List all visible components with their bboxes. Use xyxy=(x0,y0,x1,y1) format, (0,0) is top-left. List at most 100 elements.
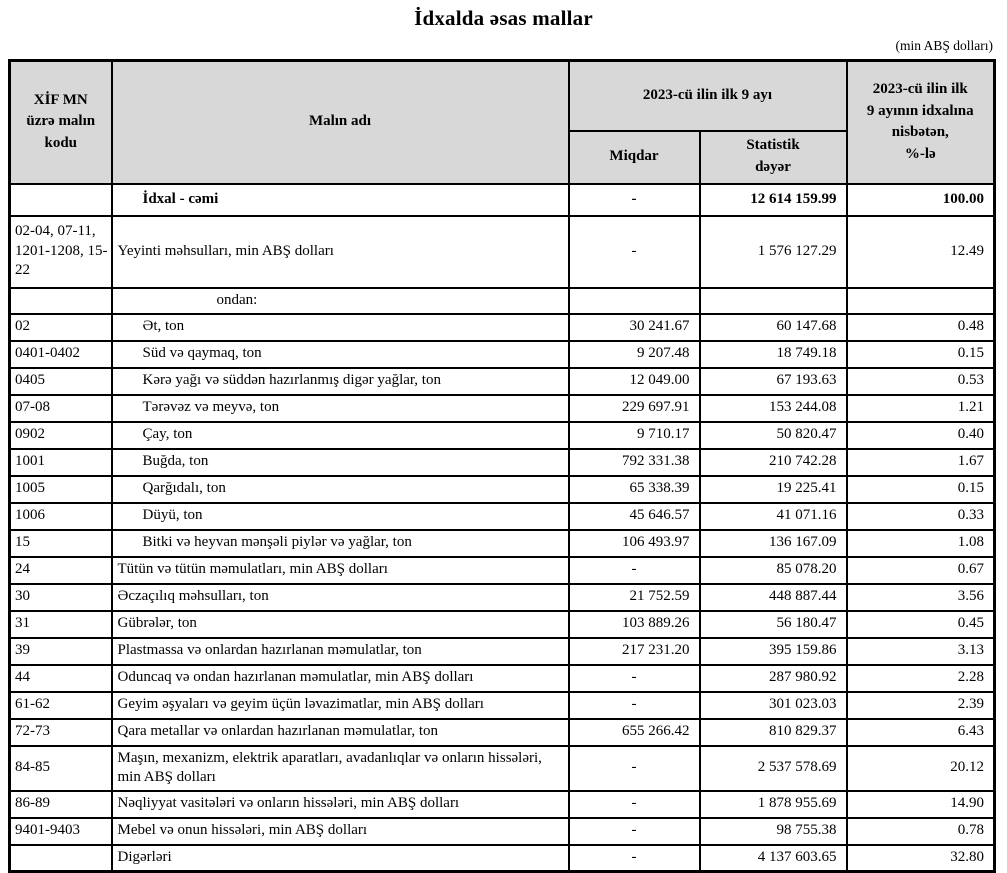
name-cell: Nəqliyyat vasitələri və onların hissələr… xyxy=(110,789,570,819)
quantity-cell: - xyxy=(567,816,701,846)
name-cell: Gübrələr, ton xyxy=(110,609,570,639)
name-cell: Bitki və heyvan mənşəli piylər və yağlar… xyxy=(110,528,570,558)
quantity-cell: - xyxy=(567,182,701,217)
name-cell: Süd və qaymaq, ton xyxy=(110,339,570,369)
share-cell: 0.33 xyxy=(845,501,996,531)
quantity-cell: - xyxy=(567,690,701,720)
quantity-cell: 21 752.59 xyxy=(567,582,701,612)
value-cell: 210 742.28 xyxy=(698,447,848,477)
code-cell xyxy=(8,843,113,873)
code-cell: 0405 xyxy=(8,366,113,396)
share-cell: 2.28 xyxy=(845,663,996,693)
share-cell: 2.39 xyxy=(845,690,996,720)
quantity-cell: - xyxy=(567,789,701,819)
share-cell: 0.78 xyxy=(845,816,996,846)
share-cell: 6.43 xyxy=(845,717,996,747)
name-cell: Qara metallar və onlardan hazırlanan məm… xyxy=(110,717,570,747)
table-row: 39 Plastmassa və onlardan hazırlanan məmu… xyxy=(8,636,996,666)
value-cell: 136 167.09 xyxy=(698,528,848,558)
quantity-cell: - xyxy=(567,744,701,792)
code-cell: 72-73 xyxy=(8,717,113,747)
value-cell: 448 887.44 xyxy=(698,582,848,612)
quantity-cell: 12 049.00 xyxy=(567,366,701,396)
table-row: 02 Ət, ton 30 241.67 60 147.68 0.48 xyxy=(8,312,996,342)
code-cell: 1006 xyxy=(8,501,113,531)
col-header-share: 2023-cü ilin ilk 9 ayının idxalına nisbə… xyxy=(845,59,996,185)
quantity-cell: - xyxy=(567,214,701,289)
table-row: 30 Əczaçılıq məhsulları, ton 21 752.59 448 … xyxy=(8,582,996,612)
table-row: 84-85 Maşın, mexanizm, elektrik aparatlar… xyxy=(8,744,996,792)
name-cell: Oduncaq və ondan hazırlanan məmulatlar, … xyxy=(110,663,570,693)
code-cell: 02-04, 07-11, 1201-1208, 15-22 xyxy=(8,214,113,289)
table-row: 1001 Buğda, ton 792 331.38 210 742.28 1.67 xyxy=(8,447,996,477)
quantity-cell: 229 697.91 xyxy=(567,393,701,423)
value-cell: 19 225.41 xyxy=(698,474,848,504)
quantity-cell: 217 231.20 xyxy=(567,636,701,666)
table-header: XİF MN üzrə malın kodu Malın adı 2023-cü… xyxy=(8,59,996,185)
value-cell: 395 159.86 xyxy=(698,636,848,666)
quantity-cell: 9 710.17 xyxy=(567,420,701,450)
code-cell: 61-62 xyxy=(8,690,113,720)
code-cell: 84-85 xyxy=(8,744,113,792)
code-cell xyxy=(8,286,113,315)
name-cell: Tütün və tütün məmulatları, min ABŞ doll… xyxy=(110,555,570,585)
name-cell: Əczaçılıq məhsulları, ton xyxy=(110,582,570,612)
value-cell: 60 147.68 xyxy=(698,312,848,342)
share-cell: 0.67 xyxy=(845,555,996,585)
share-cell xyxy=(845,286,996,315)
code-cell: 07-08 xyxy=(8,393,113,423)
code-cell: 0401-0402 xyxy=(8,339,113,369)
table-row: 1006 Düyü, ton 45 646.57 41 071.16 0.33 xyxy=(8,501,996,531)
value-cell: 67 193.63 xyxy=(698,366,848,396)
table-row: İdxal - cəmi -12 614 159.99 100.00 xyxy=(8,182,996,217)
col-header-period: 2023-cü ilin ilk 9 ayı xyxy=(567,59,848,132)
value-cell: 18 749.18 xyxy=(698,339,848,369)
name-cell: Yeyinti məhsulları, min ABŞ dolları xyxy=(110,214,570,289)
value-cell: 1 878 955.69 xyxy=(698,789,848,819)
name-cell: Ət, ton xyxy=(110,312,570,342)
table-body: İdxal - cəmi -12 614 159.99 100.00 02-04, 0… xyxy=(8,182,996,873)
value-cell: 153 244.08 xyxy=(698,393,848,423)
table-row: 0902 Çay, ton 9 710.17 50 820.47 0.40 xyxy=(8,420,996,450)
value-cell: 1 576 127.29 xyxy=(698,214,848,289)
share-cell: 100.00 xyxy=(845,182,996,217)
name-cell: Buğda, ton xyxy=(110,447,570,477)
header-row-1: XİF MN üzrə malın kodu Malın adı 2023-cü… xyxy=(8,59,996,185)
table-row: 61-62 Geyim əşyaları və geyim üçün ləvazi… xyxy=(8,690,996,720)
name-cell: Düyü, ton xyxy=(110,501,570,531)
value-cell xyxy=(698,286,848,315)
name-cell: Tərəvəz və meyvə, ton xyxy=(110,393,570,423)
share-cell: 14.90 xyxy=(845,789,996,819)
col-header-code: XİF MN üzrə malın kodu xyxy=(8,59,113,185)
share-cell: 0.15 xyxy=(845,339,996,369)
code-cell: 39 xyxy=(8,636,113,666)
name-cell: Kərə yağı və süddən hazırlanmış digər ya… xyxy=(110,366,570,396)
code-cell: 86-89 xyxy=(8,789,113,819)
quantity-cell: 9 207.48 xyxy=(567,339,701,369)
quantity-cell xyxy=(567,286,701,315)
table-row: 9401-9403 Mebel və onun hissələri, min AB… xyxy=(8,816,996,846)
quantity-cell: - xyxy=(567,663,701,693)
code-cell: 30 xyxy=(8,582,113,612)
value-cell: 41 071.16 xyxy=(698,501,848,531)
value-cell: 810 829.37 xyxy=(698,717,848,747)
share-cell: 0.15 xyxy=(845,474,996,504)
name-cell: Maşın, mexanizm, elektrik aparatları, av… xyxy=(110,744,570,792)
quantity-cell: 103 889.26 xyxy=(567,609,701,639)
share-cell: 1.67 xyxy=(845,447,996,477)
code-cell: 0902 xyxy=(8,420,113,450)
share-cell: 12.49 xyxy=(845,214,996,289)
unit-note: (min ABŞ dolları) xyxy=(895,38,994,53)
code-cell: 1001 xyxy=(8,447,113,477)
name-cell: Mebel və onun hissələri, min ABŞ dolları xyxy=(110,816,570,846)
table-row: ondan: xyxy=(8,286,996,315)
quantity-cell: 30 241.67 xyxy=(567,312,701,342)
code-cell: 31 xyxy=(8,609,113,639)
value-cell: 287 980.92 xyxy=(698,663,848,693)
share-cell: 1.08 xyxy=(845,528,996,558)
name-cell: Qarğıdalı, ton xyxy=(110,474,570,504)
table-row: 0405 Kərə yağı və süddən hazırlanmış digə… xyxy=(8,366,996,396)
share-cell: 1.21 xyxy=(845,393,996,423)
quantity-cell: - xyxy=(567,843,701,873)
name-cell: İdxal - cəmi xyxy=(110,182,570,217)
